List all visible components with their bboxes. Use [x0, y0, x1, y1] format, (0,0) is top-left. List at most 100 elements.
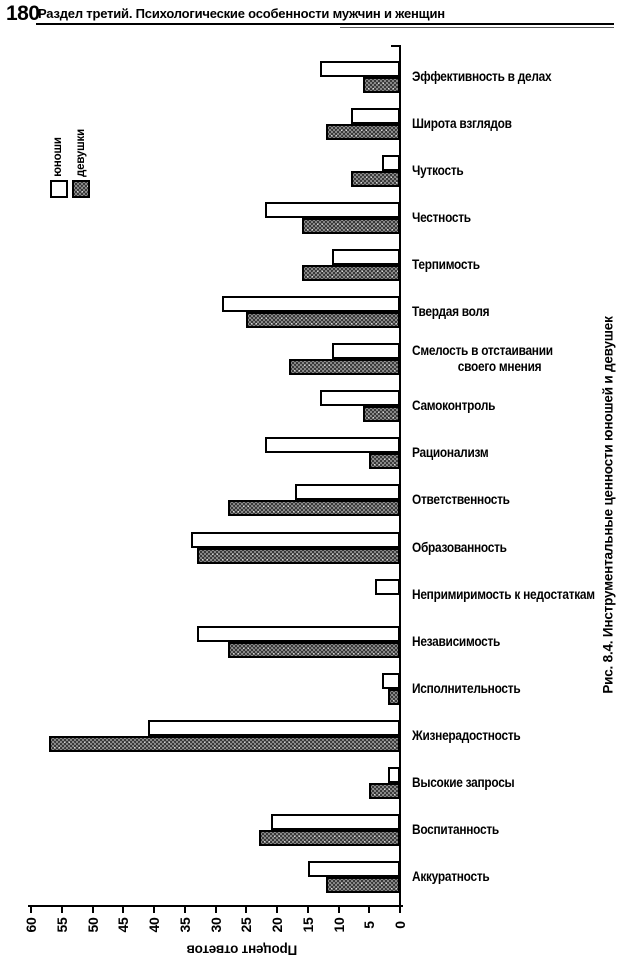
category-label: Независимость	[412, 634, 500, 650]
value-axis-tick	[183, 905, 186, 913]
category-label: Широта взглядов	[412, 116, 512, 132]
category-label: Образованность	[412, 540, 507, 556]
category-label: Эффективность в делах	[412, 69, 552, 85]
bar-юноши-13	[197, 625, 400, 642]
bar-юноши-4	[264, 202, 400, 219]
value-axis-tick	[368, 905, 371, 913]
category-label: Терпимость	[412, 257, 480, 273]
bar-девушки-15	[49, 735, 400, 752]
value-axis-tick	[122, 905, 125, 913]
value-axis-tick	[306, 905, 309, 913]
section-header: Раздел третий. Психологические особеннос…	[38, 6, 445, 21]
category-label-line: Рационализм	[412, 445, 489, 461]
value-axis-tick	[153, 905, 155, 913]
bar-девушки-1	[363, 77, 400, 93]
category-label: Чуткость	[412, 163, 464, 179]
category-axis-line	[399, 45, 401, 907]
bar-девушки-3	[350, 171, 400, 188]
bar-юноши-6	[221, 296, 400, 313]
bar-девушки-5	[301, 265, 400, 282]
bar-девушки-4	[301, 218, 400, 235]
value-axis-tick	[245, 905, 248, 913]
bar-юноши-18	[307, 860, 400, 877]
bar-девушки-7	[289, 359, 400, 376]
category-label-line: Самоконтроль	[412, 398, 496, 414]
bar-девушки-10	[227, 500, 400, 517]
value-axis-tick-label: 15	[299, 917, 316, 933]
legend-swatch-girls	[72, 180, 90, 198]
bar-юноши-1	[320, 61, 400, 77]
value-axis-tick-label: 45	[115, 917, 132, 933]
value-axis-tick-label: 10	[330, 917, 347, 933]
category-label-line: Ответственность	[412, 492, 510, 508]
value-axis-tick-label: 0	[392, 921, 408, 929]
category-label-line: своего мнения	[457, 359, 542, 375]
header-rule	[36, 23, 614, 25]
category-label-line: Образованность	[412, 539, 507, 555]
value-axis-tick-label: 5	[361, 921, 378, 929]
legend-label-boys: юноши	[52, 137, 64, 177]
category-label-line: Исполнительность	[412, 680, 521, 696]
value-axis-tick-label: 20	[269, 917, 285, 933]
bar-девушки-14	[387, 688, 400, 705]
category-label: Жизнерадостность	[412, 728, 521, 744]
bar-юноши-12	[375, 578, 400, 595]
category-label-line: Независимость	[412, 633, 501, 649]
category-label-line: Воспитанность	[412, 821, 499, 837]
bar-девушки-17	[258, 829, 400, 846]
category-label: Ответственность	[412, 492, 510, 508]
legend-swatch-boys	[50, 180, 68, 198]
bar-юноши-10	[295, 484, 400, 501]
figure-caption: Рис. 8.4. Инструментальные ценности юнош…	[600, 316, 616, 694]
value-axis-tick-label: 55	[53, 917, 70, 933]
value-axis-tick-label: 40	[146, 917, 162, 933]
bar-девушки-16	[369, 782, 400, 799]
value-axis-tick-label: 50	[84, 917, 101, 933]
value-axis-tick	[276, 905, 278, 913]
bar-юноши-7	[332, 343, 400, 360]
category-label-line: Непримиримость к недостаткам	[412, 586, 595, 602]
category-label: Смелость в отстаивании своего мнения	[412, 343, 553, 375]
value-axis-tick	[60, 905, 63, 913]
bar-юноши-14	[381, 672, 400, 689]
category-label-line: Терпимость	[412, 257, 480, 273]
category-label: Высокие запросы	[412, 774, 515, 791]
value-axis-tick	[337, 905, 340, 913]
category-label-line: Честность	[412, 210, 471, 226]
category-label: Непримиримость к недостаткам	[412, 587, 595, 603]
value-axis-tick-label: 25	[238, 917, 255, 933]
category-label: Самоконтроль	[412, 398, 495, 414]
category-label-line: Аккуратность	[412, 868, 490, 884]
bar-юноши-15	[147, 719, 400, 736]
bar-юноши-2	[350, 108, 400, 125]
bar-юноши-3	[381, 155, 400, 172]
category-label: Воспитанность	[412, 822, 499, 838]
category-label: Рационализм	[412, 445, 489, 461]
category-label-line: Высокие запросы	[412, 774, 515, 790]
value-axis-tick-label: 35	[176, 917, 193, 933]
category-label-line: Широта взглядов	[412, 116, 512, 132]
category-label: Аккуратность	[412, 868, 490, 885]
value-axis-title: Процент ответов	[186, 942, 298, 958]
page-number: 180	[6, 2, 40, 25]
bar-юноши-11	[190, 531, 400, 548]
bar-девушки-11	[197, 547, 400, 564]
category-label-line: Чуткость	[412, 163, 464, 179]
category-label-line: Твердая воля	[412, 304, 490, 320]
bar-девушки-6	[246, 312, 400, 329]
value-axis-tick	[214, 905, 217, 913]
bar-девушки-13	[227, 641, 400, 658]
legend-label-girls: девушки	[75, 129, 87, 177]
bar-девушки-18	[326, 876, 400, 893]
bar-девушки-9	[369, 453, 400, 470]
value-axis-tick-label: 30	[207, 917, 224, 933]
bar-юноши-16	[387, 766, 400, 783]
bar-девушки-8	[363, 406, 400, 423]
value-axis-tick	[91, 905, 94, 913]
category-label: Твердая воля	[412, 304, 490, 320]
category-label-line: Эффективность в делах	[412, 69, 552, 84]
bar-юноши-9	[264, 437, 400, 454]
category-label: Исполнительность	[412, 680, 521, 697]
